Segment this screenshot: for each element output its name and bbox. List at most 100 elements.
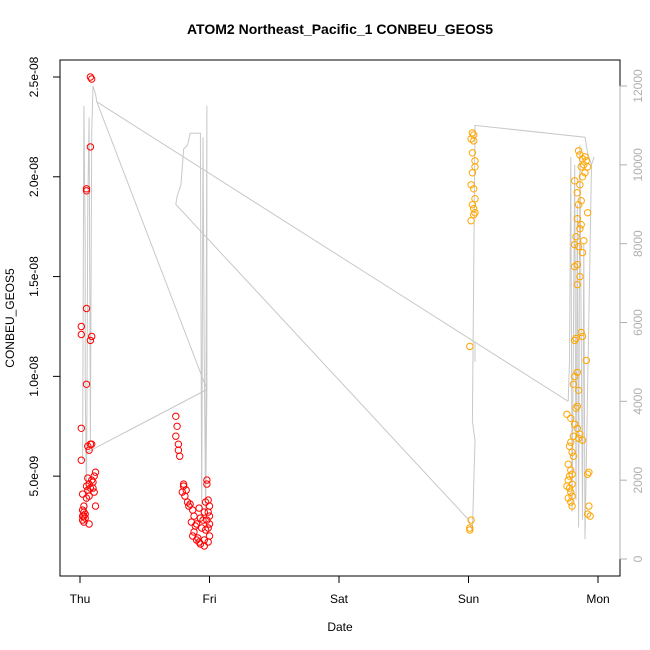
y-axis-label: CONBEU_GEOS5: [3, 268, 17, 368]
data-point: [186, 500, 194, 508]
data-point: [585, 468, 593, 476]
data-point: [576, 430, 584, 438]
data-point: [84, 442, 92, 450]
data-point: [176, 452, 184, 460]
data-point: [471, 163, 479, 171]
data-point: [576, 272, 584, 281]
y2-tick-label: 8000: [631, 230, 645, 257]
y2-tick-label: 6000: [631, 309, 645, 336]
data-point: [580, 237, 588, 245]
data-point: [200, 508, 209, 516]
data-point: [571, 177, 579, 185]
data-point: [470, 185, 478, 193]
data-point: [82, 494, 91, 502]
data-point: [564, 494, 572, 502]
data-point: [569, 432, 578, 440]
x-tick-label: Thu: [70, 592, 91, 606]
data-point: [82, 304, 91, 313]
data-point: [569, 452, 578, 460]
data-point: [191, 522, 200, 530]
y-axis-left: 5.0e-09 1.0e-08 1.5e-08 2.0e-08 2.5e-08: [27, 56, 61, 497]
data-point: [576, 151, 584, 159]
data-point: [194, 534, 202, 542]
y-tick-label: 1.5e-08: [27, 256, 41, 297]
data-point: [573, 215, 581, 223]
data-point: [88, 476, 96, 484]
chart-title: ATOM2 Northeast_Pacific_1 CONBEU_GEOS5: [187, 21, 493, 37]
data-point: [583, 163, 592, 171]
data-point: [568, 448, 576, 456]
plot-frame: [59, 59, 621, 577]
data-point: [205, 520, 214, 528]
data-point: [567, 438, 575, 446]
data-point: [205, 532, 214, 540]
data-point: [172, 432, 180, 440]
data-point: [174, 440, 183, 448]
data-point: [190, 528, 198, 536]
data-point: [91, 468, 100, 476]
data-point: [563, 410, 571, 418]
data-point: [571, 240, 579, 249]
data-point: [192, 520, 201, 528]
data-point: [576, 225, 584, 233]
x-axis-label: Date: [327, 620, 353, 634]
data-point: [470, 205, 478, 213]
data-point: [190, 512, 198, 520]
data-point: [195, 504, 203, 512]
data-point: [205, 512, 214, 520]
data-point: [201, 526, 210, 534]
y2-tick-label: 12000: [631, 69, 645, 103]
data-point: [181, 492, 189, 500]
right-axis-segment: [86, 388, 208, 512]
data-point: [195, 538, 203, 546]
data-point: [85, 520, 93, 528]
data-point: [82, 482, 91, 490]
data-point: [571, 262, 579, 271]
data-point: [468, 169, 477, 177]
data-point: [89, 478, 97, 486]
data-point: [203, 516, 211, 524]
data-point: [82, 187, 91, 195]
data-point: [567, 498, 575, 506]
data-point: [85, 446, 93, 454]
y-tick-label: 5.0e-09: [27, 455, 41, 496]
data-point: [571, 336, 579, 345]
data-point: [189, 532, 197, 540]
data-point: [471, 195, 479, 203]
data-point: [564, 476, 572, 484]
data-point: [470, 211, 478, 219]
data-point: [574, 201, 583, 209]
y-tick-label: 2.5e-08: [27, 56, 41, 97]
data-point: [78, 516, 87, 524]
x-tick-label: Sat: [330, 592, 349, 606]
data-point: [578, 248, 587, 257]
data-point: [77, 424, 86, 432]
data-point: [185, 502, 193, 510]
data-point: [467, 516, 475, 524]
data-point: [578, 173, 587, 181]
data-point: [77, 322, 86, 331]
data-point: [574, 434, 583, 442]
data-point: [586, 512, 594, 520]
data-point: [466, 342, 474, 351]
data-point: [468, 149, 477, 157]
data-point: [567, 488, 575, 496]
data-point: [466, 526, 474, 534]
x-tick-label: Fri: [203, 592, 217, 606]
y2-tick-label: 4000: [631, 388, 645, 415]
data-point: [174, 446, 183, 454]
data-point: [178, 488, 187, 496]
data-point: [572, 404, 580, 412]
data-point: [77, 330, 86, 339]
points-layer: [77, 73, 594, 550]
data-point: [567, 414, 575, 422]
data-point: [578, 436, 587, 444]
data-point: [569, 380, 578, 388]
data-point: [565, 442, 574, 450]
data-point: [172, 412, 180, 420]
data-point: [573, 402, 581, 410]
data-point: [187, 518, 196, 526]
data-point: [577, 163, 585, 171]
